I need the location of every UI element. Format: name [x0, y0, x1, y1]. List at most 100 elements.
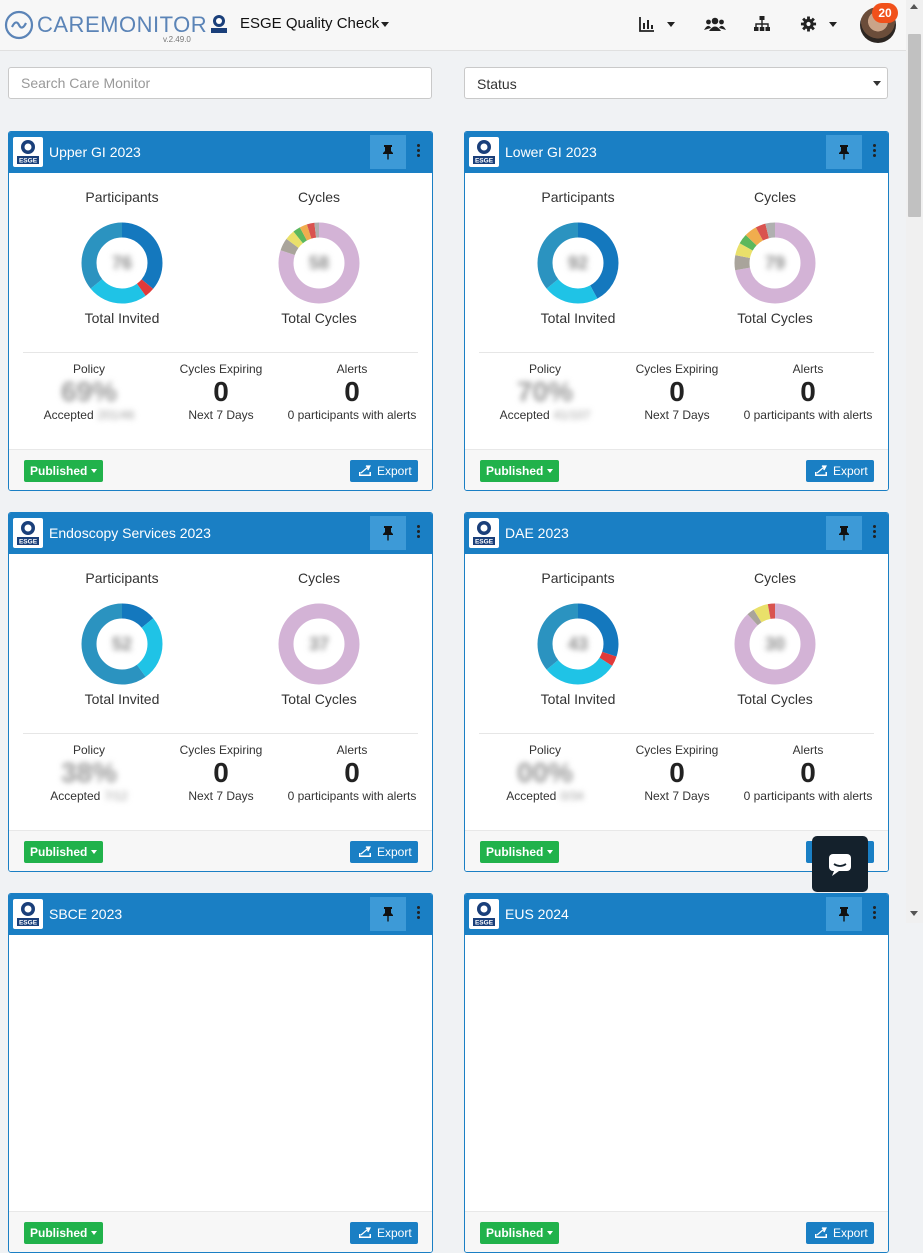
export-button[interactable]: Export — [350, 841, 418, 863]
published-dropdown-button[interactable]: Published — [24, 1222, 104, 1244]
esge-logo-icon: ESGE — [13, 137, 43, 167]
care-monitor-logo[interactable] — [4, 10, 34, 40]
accepted-label: Accepted — [43, 408, 94, 422]
card-title[interactable]: Lower GI 2023 — [505, 144, 597, 160]
export-label: Export — [377, 464, 412, 478]
published-dropdown-button[interactable]: Published — [480, 1222, 560, 1244]
app-brand: CAREMONITOR — [37, 12, 208, 37]
bar-chart-icon[interactable] — [638, 14, 656, 34]
published-label: Published — [486, 464, 544, 478]
export-button[interactable]: Export — [806, 1222, 874, 1244]
participants-donut-segment-2 — [81, 222, 163, 304]
cycles-donut-chart — [734, 222, 816, 304]
chevron-down-icon — [91, 469, 98, 473]
next-7-days-label: Next 7 Days — [644, 789, 710, 803]
alerts-label: Alerts — [336, 362, 368, 376]
published-dropdown-button[interactable]: Published — [24, 460, 104, 482]
chevron-down-icon — [91, 1231, 98, 1235]
cycles-label: Cycles — [753, 570, 796, 586]
project-card: ESGE DAE 2023 Participants Cycles 43 30 Tota… — [464, 512, 889, 872]
svg-text:ESGE: ESGE — [19, 158, 38, 165]
export-icon — [815, 465, 827, 476]
export-label: Export — [377, 1226, 412, 1240]
chevron-down-icon[interactable] — [829, 22, 837, 27]
participants-donut-segment-3 — [81, 222, 163, 304]
notification-badge[interactable]: 20 — [872, 3, 898, 23]
published-dropdown-button[interactable]: Published — [480, 841, 560, 863]
policy-accepted-text: Accepted 0/34 — [470, 789, 620, 803]
export-button[interactable]: Export — [806, 460, 874, 482]
pin-button[interactable] — [370, 135, 406, 169]
card-title[interactable]: EUS 2024 — [505, 906, 569, 922]
card-header[interactable]: ESGE Lower GI 2023 — [465, 132, 888, 173]
accepted-label: Accepted — [50, 789, 101, 803]
chevron-down-icon — [547, 850, 554, 854]
chevron-down-icon — [873, 81, 881, 86]
policy-percent-value: 38% — [60, 757, 118, 788]
pin-icon — [839, 526, 849, 541]
pin-button[interactable] — [826, 135, 862, 169]
card-footer: Published Export — [465, 449, 888, 490]
cycles-label: Cycles — [297, 189, 340, 205]
svg-text:ESGE: ESGE — [475, 920, 494, 927]
chat-widget-button[interactable] — [812, 836, 868, 892]
more-options-icon[interactable] — [873, 906, 876, 921]
card-title[interactable]: Endoscopy Services 2023 — [49, 525, 211, 541]
published-dropdown-button[interactable]: Published — [24, 841, 104, 863]
participants-label: Participants — [541, 189, 615, 205]
next-7-days-label: Next 7 Days — [188, 408, 254, 422]
pin-button[interactable] — [826, 897, 862, 931]
more-options-icon[interactable] — [873, 144, 876, 159]
card-header[interactable]: ESGE SBCE 2023 — [9, 894, 432, 935]
app-version: v.2.49.0 — [163, 35, 191, 44]
card-header[interactable]: ESGE DAE 2023 — [465, 513, 888, 554]
more-options-icon[interactable] — [417, 906, 420, 921]
more-options-icon[interactable] — [873, 525, 876, 540]
accepted-label: Accepted — [499, 408, 550, 422]
card-header[interactable]: ESGE Upper GI 2023 — [9, 132, 432, 173]
more-options-icon[interactable] — [417, 144, 420, 159]
more-options-icon[interactable] — [417, 525, 420, 540]
alerts-value: 0 — [800, 757, 816, 788]
card-header[interactable]: ESGE EUS 2024 — [465, 894, 888, 935]
card-header[interactable]: ESGE Endoscopy Services 2023 — [9, 513, 432, 554]
export-label: Export — [833, 464, 868, 478]
chevron-down-icon[interactable] — [381, 22, 389, 27]
card-title[interactable]: DAE 2023 — [505, 525, 569, 541]
project-selector[interactable]: ESGE Quality Check — [240, 15, 380, 32]
published-label: Published — [30, 845, 88, 859]
card-title[interactable]: Upper GI 2023 — [49, 144, 141, 160]
card-title[interactable]: SBCE 2023 — [49, 906, 123, 922]
project-card: ESGE Upper GI 2023 Participants Cycles 76 5… — [8, 131, 433, 491]
pin-icon — [383, 526, 393, 541]
scroll-down-arrow-icon[interactable] — [910, 911, 918, 916]
pin-icon — [383, 145, 393, 160]
alerts-value: 0 — [800, 376, 816, 407]
chevron-down-icon[interactable] — [667, 22, 675, 27]
scroll-up-arrow-icon[interactable] — [910, 4, 918, 9]
status-filter-select[interactable]: Status — [464, 67, 888, 99]
project-card: ESGE Lower GI 2023 Participants Cycles 92 7… — [464, 131, 889, 491]
scroll-thumb[interactable] — [908, 34, 921, 217]
cycles-expiring-label: Cycles Expiring — [635, 362, 719, 376]
export-button[interactable]: Export — [350, 460, 418, 482]
pin-button[interactable] — [370, 516, 406, 550]
published-dropdown-button[interactable]: Published — [480, 460, 560, 482]
search-input[interactable] — [8, 67, 432, 99]
page-scrollbar[interactable] — [906, 0, 923, 923]
pin-button[interactable] — [370, 897, 406, 931]
participants-donut-segment-1 — [81, 603, 163, 685]
gear-icon[interactable] — [800, 14, 817, 34]
participants-donut-segment-1 — [537, 222, 619, 304]
published-label: Published — [486, 1226, 544, 1240]
card-footer: Published Export — [9, 1211, 432, 1252]
export-icon — [359, 846, 371, 857]
pin-button[interactable] — [826, 516, 862, 550]
export-button[interactable]: Export — [350, 1222, 418, 1244]
participants-label: Participants — [541, 570, 615, 586]
svg-text:ESGE: ESGE — [475, 539, 494, 546]
users-icon[interactable] — [704, 14, 726, 34]
sitemap-icon[interactable] — [753, 14, 771, 34]
participants-with-alerts-label: 0 participants with alerts — [743, 789, 873, 803]
participants-with-alerts-label: 0 participants with alerts — [743, 408, 873, 422]
